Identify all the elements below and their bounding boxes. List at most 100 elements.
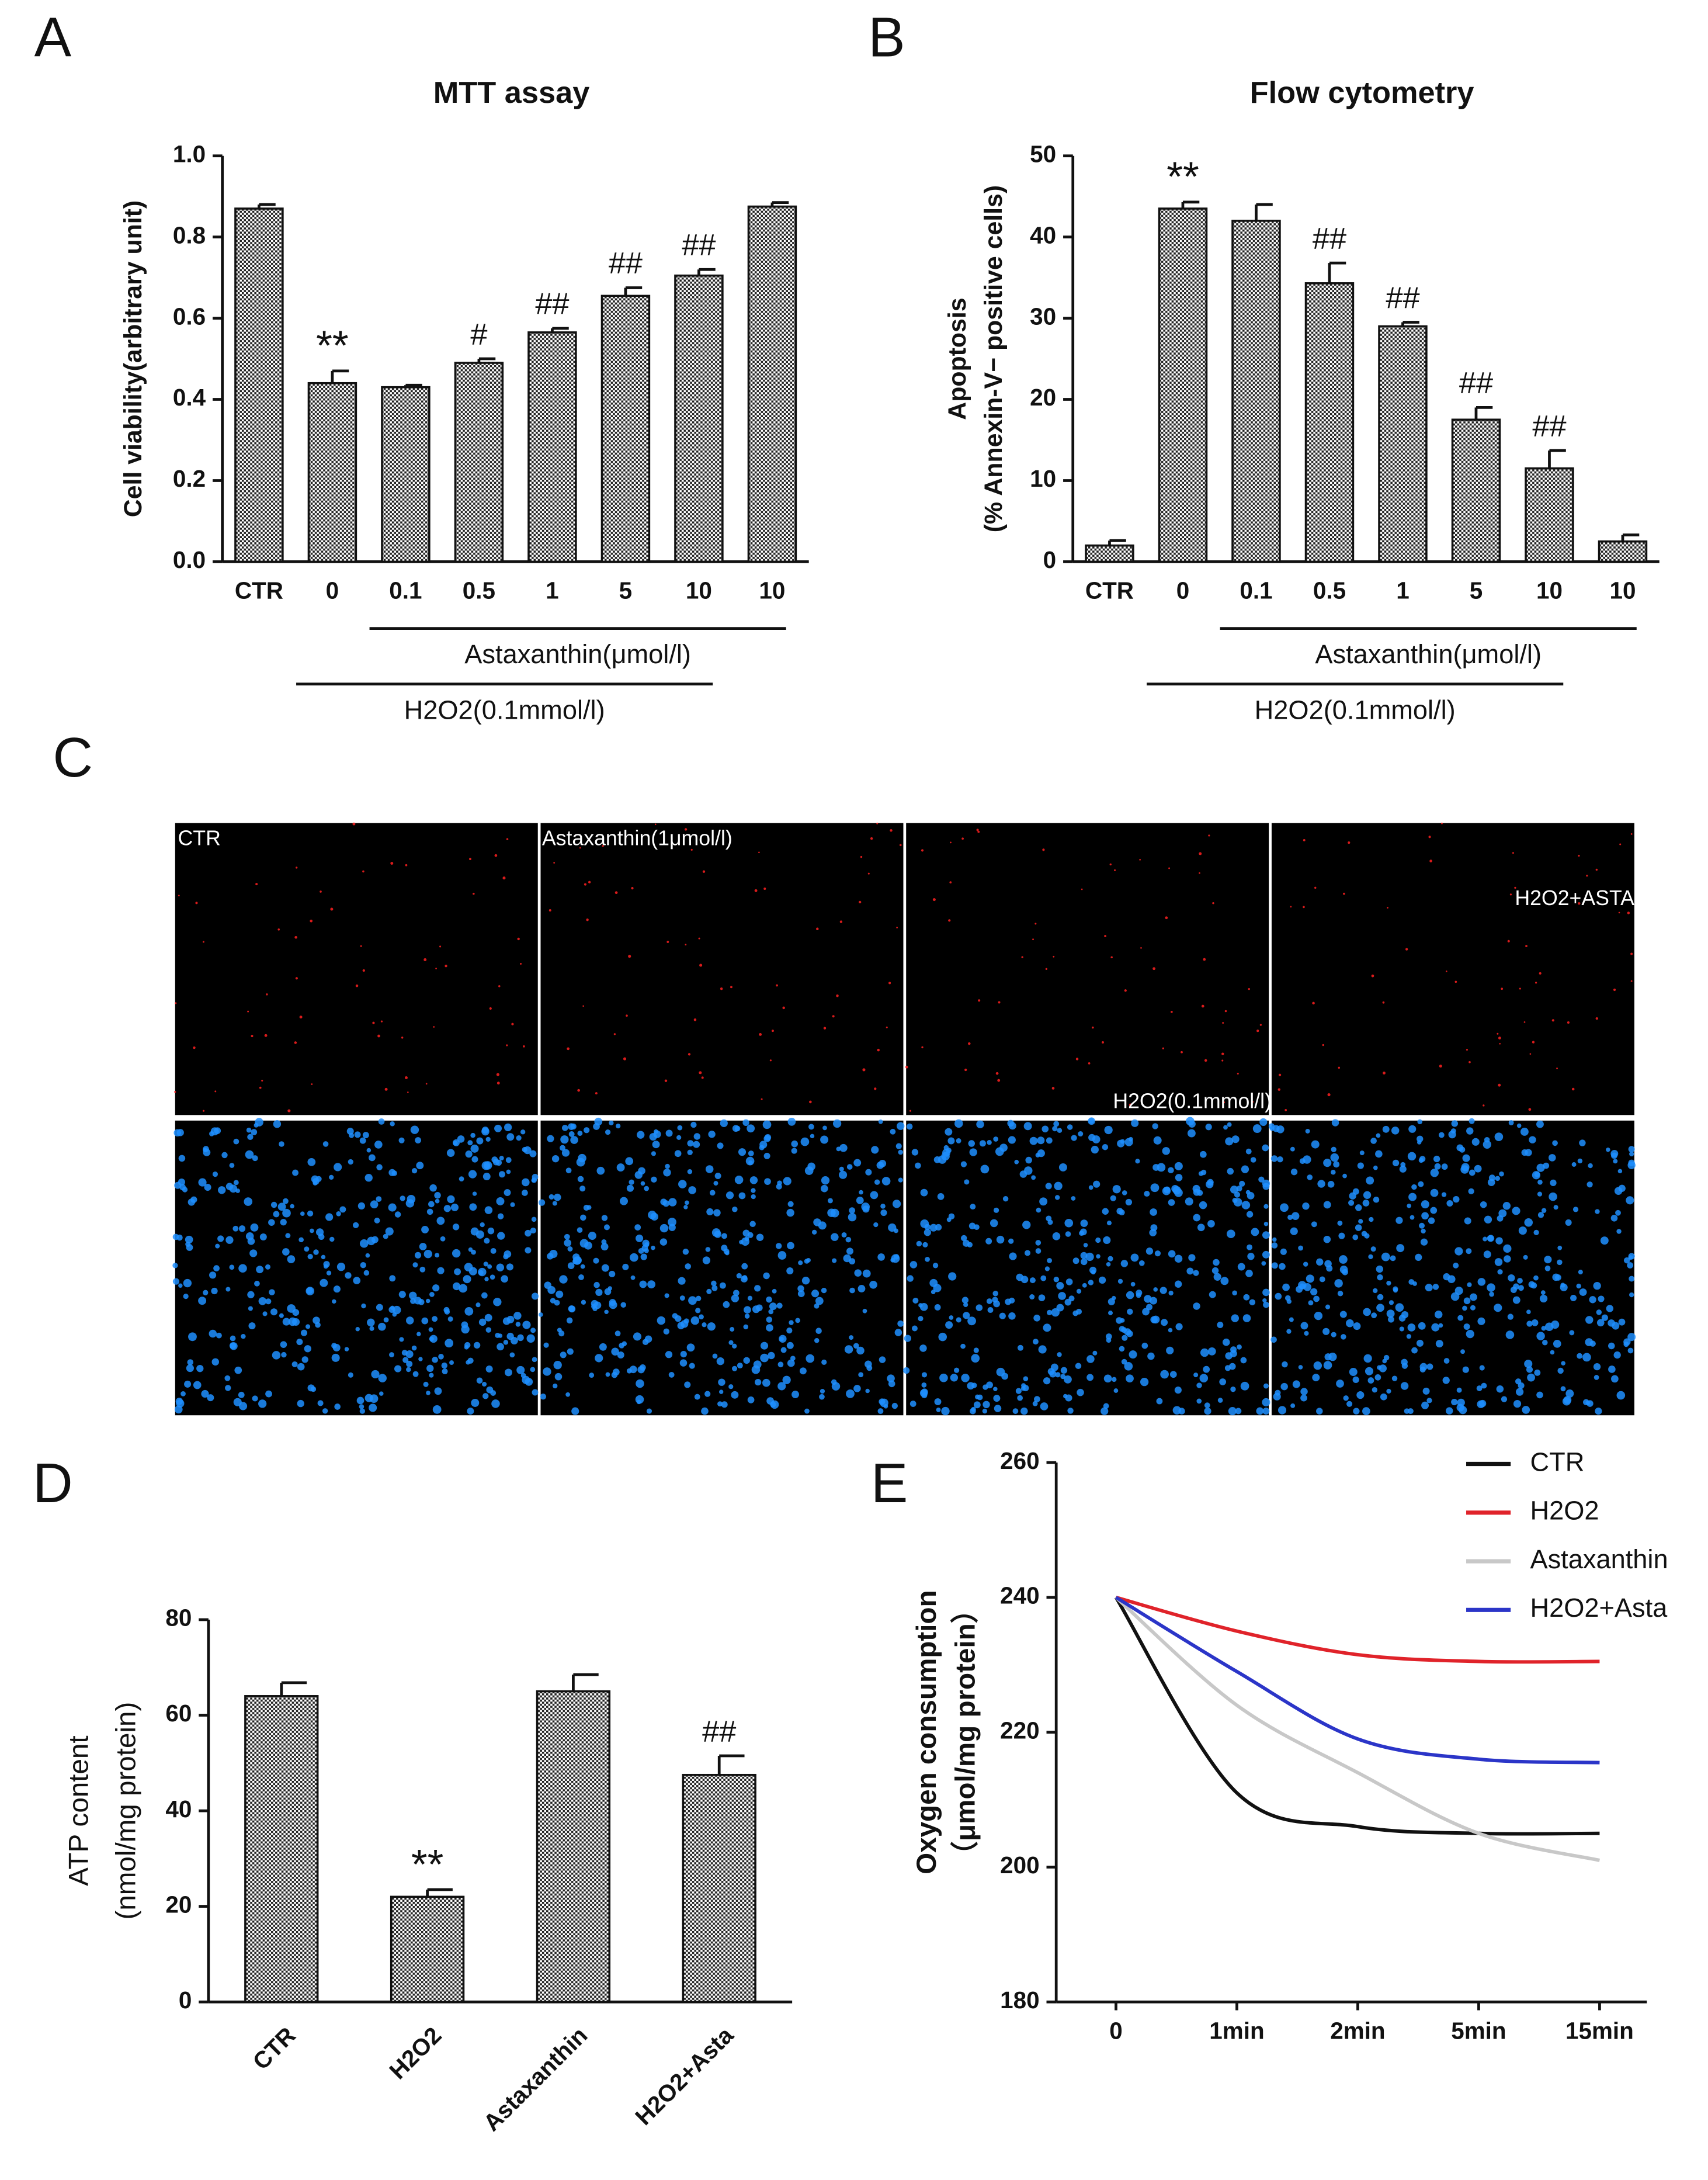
cell-dot	[270, 1201, 277, 1208]
cell-dot	[1577, 1158, 1583, 1164]
cell-dot	[277, 928, 280, 931]
cell-dot	[1489, 1291, 1494, 1297]
cell-dot	[323, 1261, 330, 1268]
significance-mark: ##	[535, 287, 569, 321]
cell-dot	[1618, 911, 1620, 914]
cell-dot	[552, 1201, 557, 1206]
cell-dot	[607, 1286, 612, 1291]
cell-dot	[580, 1264, 585, 1269]
cell-dot	[629, 1179, 634, 1185]
cell-dot	[939, 1373, 948, 1382]
cell-dot	[561, 1149, 570, 1157]
cell-dot	[574, 1256, 582, 1264]
cell-dot	[820, 1135, 829, 1144]
cell-dot	[821, 1184, 828, 1193]
cell-dot	[1152, 1123, 1158, 1129]
cell-dot	[1313, 1361, 1322, 1370]
cell-dot	[1316, 1408, 1323, 1415]
cell-dot	[1103, 1403, 1109, 1409]
cell-dot	[1616, 1229, 1622, 1234]
cell-dot	[251, 1035, 254, 1038]
cell-dot	[1446, 971, 1447, 972]
cell-dot	[904, 1335, 911, 1342]
cell-dot	[1618, 1318, 1626, 1326]
cell-dot	[1174, 1254, 1183, 1263]
cell-dot	[307, 1210, 314, 1217]
cell-dot	[360, 1262, 366, 1269]
cell-dot	[854, 1269, 862, 1277]
cell-dot	[1106, 1262, 1111, 1267]
cell-dot	[1047, 1219, 1053, 1225]
y-tick-label: 180	[1000, 1987, 1039, 2013]
cell-dot	[1270, 1336, 1277, 1343]
cell-dot	[1303, 1261, 1308, 1267]
cell-dot	[741, 1263, 748, 1270]
cell-dot	[412, 1262, 418, 1268]
cell-dot	[763, 1272, 770, 1280]
cell-dot	[202, 1110, 205, 1112]
cell-dot	[265, 1390, 272, 1398]
y-tick-label: 40	[1030, 221, 1056, 248]
cell-dot	[859, 1190, 863, 1195]
cell-dot	[1053, 1276, 1060, 1283]
cell-dot	[1204, 1059, 1207, 1062]
cell-dot	[485, 1327, 492, 1333]
cell-dot	[732, 1343, 737, 1349]
cell-dot	[445, 965, 447, 968]
cell-dot	[1034, 1396, 1040, 1403]
cell-dot	[1116, 1208, 1123, 1215]
cell-dot	[1124, 1361, 1133, 1371]
cell-dot	[1102, 1144, 1109, 1150]
cell-dot	[517, 937, 520, 941]
cell-dot	[787, 1242, 794, 1250]
cell-dot	[1120, 1260, 1129, 1267]
cell-dot	[570, 1136, 578, 1144]
cell-dot	[890, 1257, 895, 1263]
cell-dot	[1342, 1173, 1347, 1179]
cell-dot	[751, 1194, 756, 1200]
cell-dot	[1459, 1146, 1466, 1153]
cell-dot	[254, 1280, 260, 1287]
cell-dot	[473, 892, 475, 895]
cell-dot	[1296, 1285, 1303, 1293]
cell-dot	[361, 1303, 366, 1309]
cell-dot	[1207, 1220, 1215, 1228]
cell-dot	[1338, 1232, 1345, 1239]
cell-dot	[1185, 1197, 1193, 1206]
cell-dot	[640, 1253, 647, 1260]
cell-dot	[539, 1199, 546, 1206]
cell-dot	[666, 941, 669, 943]
image-label: H2O2+ASTA	[1515, 886, 1634, 910]
cell-dot	[1536, 1391, 1543, 1399]
cell-dot	[1060, 1374, 1066, 1380]
cell-dot	[490, 1247, 497, 1254]
cell-dot	[591, 1304, 596, 1309]
cell-dot	[1165, 916, 1168, 920]
cell-dot	[772, 1288, 777, 1294]
cell-dot	[693, 1141, 700, 1148]
cell-dot	[1596, 1319, 1605, 1327]
y-tick-label: 0.0	[173, 546, 206, 573]
cell-dot	[921, 1046, 924, 1049]
cell-dot	[443, 1306, 450, 1313]
cell-dot	[800, 1137, 810, 1146]
cell-dot	[1300, 1322, 1308, 1330]
cell-dot	[1072, 1257, 1079, 1264]
cell-dot	[252, 1155, 258, 1162]
cell-dot	[1552, 1140, 1558, 1146]
cell-dot	[1582, 1399, 1589, 1406]
cell-dot	[1323, 1361, 1332, 1370]
cell-dot	[1103, 1236, 1111, 1245]
cell-dot	[1299, 1158, 1306, 1164]
cell-dot	[1464, 1217, 1471, 1225]
cell-dot	[496, 1197, 505, 1205]
cell-dot	[356, 1396, 364, 1405]
cell-dot	[814, 1337, 820, 1343]
cell-dot	[1290, 1168, 1298, 1176]
cell-dot	[1076, 1308, 1082, 1315]
cell-dot	[687, 1149, 693, 1155]
cell-dot	[1623, 1338, 1631, 1346]
cell-dot	[1323, 1201, 1331, 1209]
cell-dot	[1626, 1196, 1634, 1205]
cell-dot	[869, 1280, 877, 1289]
